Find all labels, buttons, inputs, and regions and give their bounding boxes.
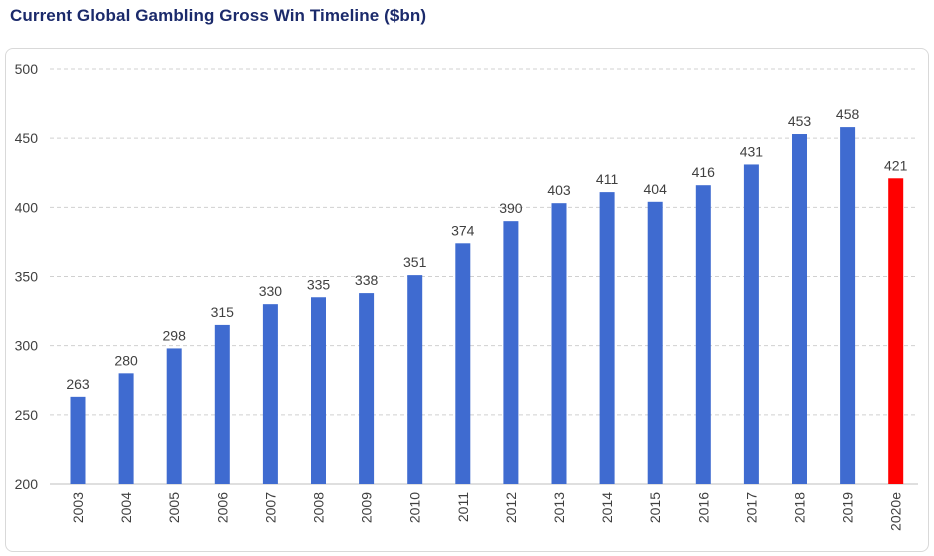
x-tick-label: 2014	[599, 492, 615, 523]
x-tick-label: 2018	[792, 492, 808, 523]
bar	[214, 324, 230, 484]
x-tick-label: 2010	[407, 492, 423, 523]
y-tick-label: 200	[15, 476, 39, 492]
x-tick-label: 2008	[311, 492, 327, 523]
bar	[118, 373, 134, 484]
bar	[647, 201, 663, 485]
bar	[599, 192, 615, 484]
x-tick-label: 2020e	[888, 492, 904, 531]
data-label: 315	[211, 304, 235, 320]
bar	[262, 304, 278, 484]
x-axis: 2003 2004 2005 2006 2007 2008 2009 2010 2011 2012…	[70, 492, 904, 531]
gridlines	[50, 68, 918, 485]
data-label: 338	[355, 272, 379, 288]
data-label: 298	[163, 327, 187, 343]
bar	[743, 164, 759, 484]
y-tick-label: 250	[15, 407, 39, 423]
bar	[455, 243, 471, 484]
chart-title: Current Global Gambling Gross Win Timeli…	[10, 6, 427, 25]
data-label: 335	[307, 276, 331, 292]
data-label: 390	[499, 200, 523, 216]
data-label: 330	[259, 283, 283, 299]
data-label: 374	[451, 222, 475, 238]
x-tick-label: 2005	[166, 492, 182, 523]
x-tick-label: 2015	[647, 492, 663, 523]
bars	[70, 127, 904, 485]
x-tick-label: 2017	[743, 492, 759, 523]
x-tick-label: 2011	[455, 492, 471, 522]
data-labels: 263 280 298 315 330 335 338 351 374 390 403 411 404 4…	[66, 106, 907, 392]
data-label: 453	[788, 113, 812, 129]
x-tick-label: 2013	[551, 492, 567, 523]
x-tick-label: 2003	[70, 492, 86, 523]
bar	[407, 275, 423, 484]
bar	[311, 297, 326, 484]
y-tick-label: 400	[15, 199, 39, 215]
x-tick-label: 2004	[118, 492, 134, 523]
x-tick-label: 2019	[840, 492, 856, 523]
data-label: 416	[692, 164, 716, 180]
data-label: 351	[403, 254, 427, 270]
bar	[695, 185, 711, 484]
bar	[792, 134, 807, 484]
x-tick-label: 2007	[262, 492, 278, 523]
bar	[166, 348, 182, 484]
bar	[70, 396, 86, 484]
bar	[503, 221, 519, 484]
y-tick-label: 450	[15, 130, 39, 146]
y-tick-label: 500	[15, 61, 39, 77]
data-label: 403	[547, 182, 571, 198]
data-label: 404	[644, 181, 668, 197]
bar	[551, 203, 567, 484]
x-tick-label: 2016	[695, 492, 711, 523]
data-label: 421	[884, 157, 908, 173]
data-label: 458	[836, 106, 860, 122]
data-label: 411	[596, 171, 619, 187]
x-tick-label: 2009	[359, 492, 375, 523]
data-label: 263	[66, 376, 90, 392]
bar	[840, 127, 856, 484]
y-tick-label: 350	[15, 269, 39, 285]
bar	[359, 293, 375, 484]
y-axis: 200 250 300 350 400 450 500	[15, 61, 39, 492]
y-tick-label: 300	[15, 338, 39, 354]
x-tick-label: 2006	[214, 492, 230, 523]
data-label: 431	[740, 143, 764, 159]
data-label: 280	[114, 352, 138, 368]
x-tick-label: 2012	[503, 492, 519, 523]
bar	[888, 178, 904, 485]
